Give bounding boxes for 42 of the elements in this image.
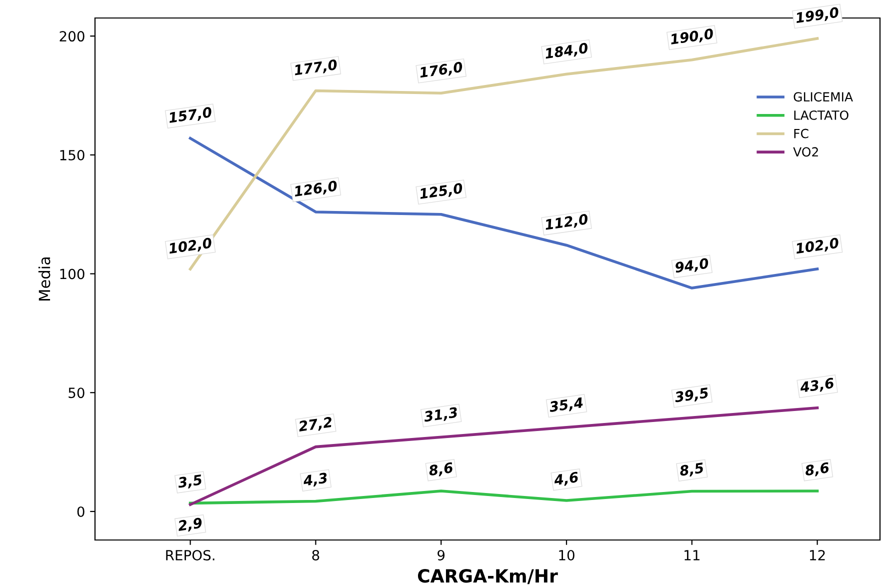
data-label: 8,6 — [428, 462, 454, 478]
y-tick-label: 150 — [60, 150, 84, 160]
x-tick-label: 9 — [438, 550, 445, 560]
x-tick-label: 8 — [312, 550, 320, 560]
data-label: 43,6 — [799, 378, 835, 394]
data-label: 31,3 — [423, 406, 458, 424]
data-label: 125,0 — [419, 182, 464, 201]
y-tick-label: 0 — [77, 506, 84, 517]
data-label: 190,0 — [670, 28, 714, 46]
legend-label: FC — [794, 128, 808, 138]
data-label: 112,0 — [544, 214, 589, 232]
data-label: 39,5 — [674, 387, 709, 404]
data-label: 4,6 — [553, 472, 579, 488]
data-label: 199,0 — [795, 6, 840, 25]
data-label: 126,0 — [294, 180, 338, 198]
line-series — [188, 490, 819, 505]
data-label: 176,0 — [419, 62, 464, 80]
data-label: 102,0 — [795, 237, 840, 256]
data-label: 2,9 — [177, 517, 203, 533]
x-axis-title: CARGA-Km/Hr — [418, 569, 558, 584]
data-label: 177,0 — [294, 59, 338, 78]
data-label: 157,0 — [168, 106, 212, 125]
x-tick-label: REPOS. — [166, 550, 214, 560]
x-tick-label: 10 — [559, 550, 574, 560]
data-label: 27,2 — [298, 416, 333, 434]
y-tick-label: 100 — [60, 268, 84, 280]
data-label: 3,5 — [177, 474, 203, 490]
data-label: 35,4 — [548, 397, 584, 414]
legend-label: LACTATO — [794, 110, 848, 120]
data-label: 94,0 — [674, 258, 710, 275]
x-tick-label: 12 — [810, 550, 825, 560]
legend-label: GLICEMIA — [794, 92, 853, 102]
data-label: 8,5 — [679, 462, 704, 478]
data-label: 4,3 — [302, 472, 328, 488]
x-tick-label: 11 — [684, 550, 700, 560]
y-axis-title: Media — [38, 257, 50, 300]
data-label: 184,0 — [544, 42, 589, 61]
data-label: 102,0 — [168, 237, 212, 256]
y-tick-label: 200 — [60, 31, 84, 42]
legend-label: VO2 — [793, 147, 818, 157]
y-tick-label: 50 — [68, 388, 84, 398]
data-label: 8,6 — [804, 462, 830, 478]
